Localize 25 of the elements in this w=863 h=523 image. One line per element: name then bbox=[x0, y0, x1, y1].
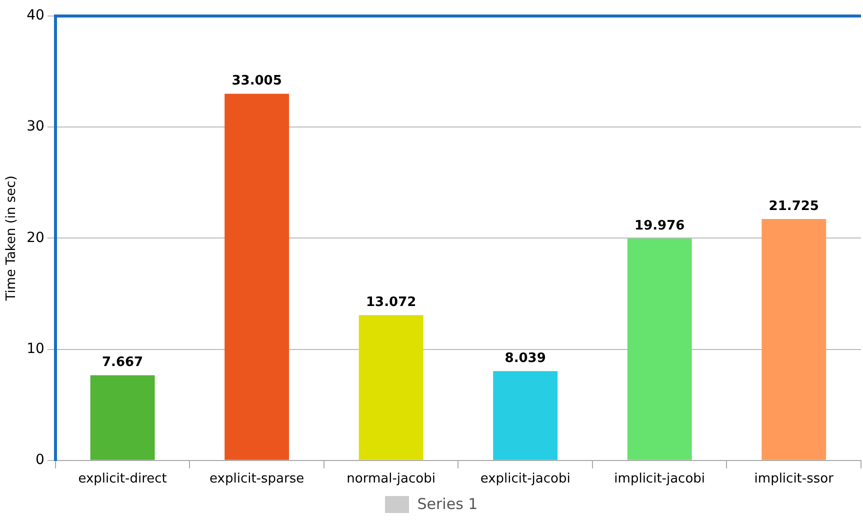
data-label: 8.039 bbox=[504, 350, 546, 366]
bar bbox=[762, 219, 826, 460]
data-label: 7.667 bbox=[102, 355, 144, 370]
x-tick-label: explicit-jacobi bbox=[480, 472, 570, 487]
bar bbox=[493, 371, 558, 460]
data-label: 21.725 bbox=[768, 198, 819, 214]
y-tick-label: 30 bbox=[26, 118, 44, 135]
data-label: 13.072 bbox=[366, 295, 416, 310]
y-tick-label: 20 bbox=[26, 230, 44, 246]
x-tick-label: explicit-direct bbox=[78, 472, 167, 487]
y-tick-label: 10 bbox=[26, 340, 44, 357]
y-tick-label: 0 bbox=[35, 452, 44, 468]
x-tick-label: implicit-ssor bbox=[754, 472, 834, 487]
y-axis-title: Time Taken (in sec) bbox=[4, 176, 20, 302]
bar bbox=[90, 375, 155, 460]
bar bbox=[358, 315, 424, 460]
bar bbox=[627, 238, 692, 460]
text: Series 1 bbox=[417, 495, 478, 513]
x-tick-label: explicit-sparse bbox=[210, 472, 304, 487]
x-tick-label: normal-jacobi bbox=[346, 472, 436, 487]
y-tick-label: 40 bbox=[26, 8, 44, 24]
data-label: 19.976 bbox=[634, 218, 685, 234]
x-tick-label: implicit-jacobi bbox=[614, 472, 706, 487]
data-label: 33.005 bbox=[232, 74, 282, 89]
bar bbox=[224, 94, 290, 460]
